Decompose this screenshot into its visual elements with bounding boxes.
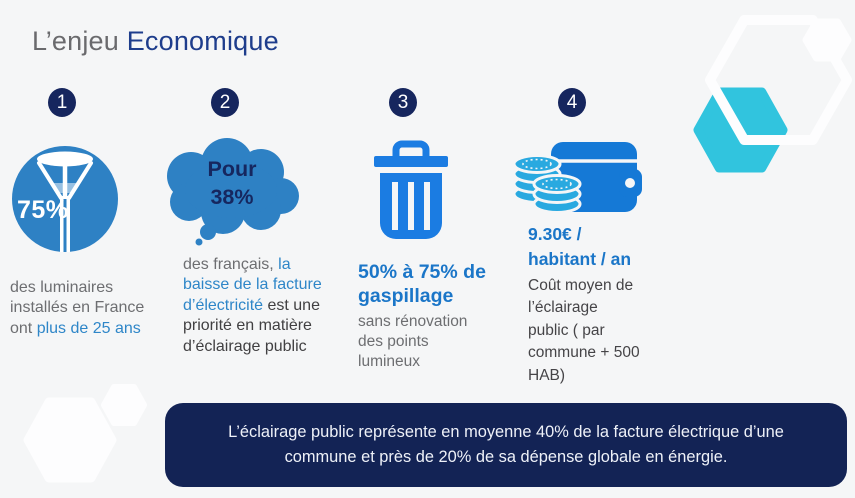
bubble-text: Pour 38% [182, 156, 282, 212]
step-1-caption-blue: plus de 25 ans [36, 319, 141, 337]
title-prefix: L’enjeu [32, 26, 119, 56]
summary-banner: L’éclairage public représente en moyenne… [165, 403, 847, 487]
white-hexagon-large [23, 397, 117, 483]
step-3-caption: 50% à 75% de gaspillage sans rénovation … [358, 260, 488, 372]
step-3-headline: 50% à 75% de gaspillage [358, 261, 486, 308]
step-2-caption-blue: la baisse de la facture d’électricité [183, 256, 322, 314]
step-4-caption: 9.30€ / habitant / an Coût moyen de l’éc… [528, 222, 640, 387]
coin-stack-front [532, 174, 582, 214]
summary-banner-text: L’éclairage public représente en moyenne… [228, 422, 784, 466]
step-2-caption-gray: des français, [183, 256, 279, 273]
outline-hexagon [705, 15, 852, 145]
step-1-caption: des luminaires installés en France ont p… [10, 278, 158, 339]
step-3-number: 3 [397, 91, 409, 113]
step-4-headline: 9.30€ / habitant / an [528, 224, 632, 270]
street-lamp-icon: 75% [12, 146, 118, 252]
step-1-caption-gray: des luminaires installés en France ont [10, 279, 145, 337]
step-4-number: 4 [566, 91, 578, 113]
step-2-badge: 2 [211, 88, 239, 117]
step-2-caption: des français, la baisse de la facture d’… [183, 255, 339, 357]
step-4-sub: Coût moyen de l’éclairage public ( par c… [528, 276, 640, 384]
step-2-number: 2 [219, 91, 231, 113]
small-white-hexagon [802, 18, 852, 62]
bubble-line-2: 38% [210, 184, 254, 209]
page-title: L’enjeu Economique [32, 26, 279, 57]
trash-can-icon [372, 134, 450, 247]
step-2-caption-dark: est une priorité en matière d’éclairage … [183, 296, 320, 355]
hexagon-decoration-top-right [693, 15, 852, 173]
bubble-line-1: Pour [207, 157, 257, 181]
step-4-badge: 4 [558, 88, 586, 117]
stat-75-percent: 75% [17, 196, 69, 224]
thought-cloud-icon: Pour 38% [161, 136, 301, 264]
title-highlight: Economique [126, 26, 279, 56]
wallet-coins-icon [507, 138, 642, 235]
step-1-badge: 1 [48, 88, 76, 117]
step-1-number: 1 [56, 91, 68, 113]
white-hexagon-small [101, 384, 147, 426]
hexagon-decoration-bottom-left [23, 384, 147, 483]
step-3-sub: sans rénovation des points lumineux [358, 312, 468, 371]
step-3-badge: 3 [389, 88, 417, 117]
